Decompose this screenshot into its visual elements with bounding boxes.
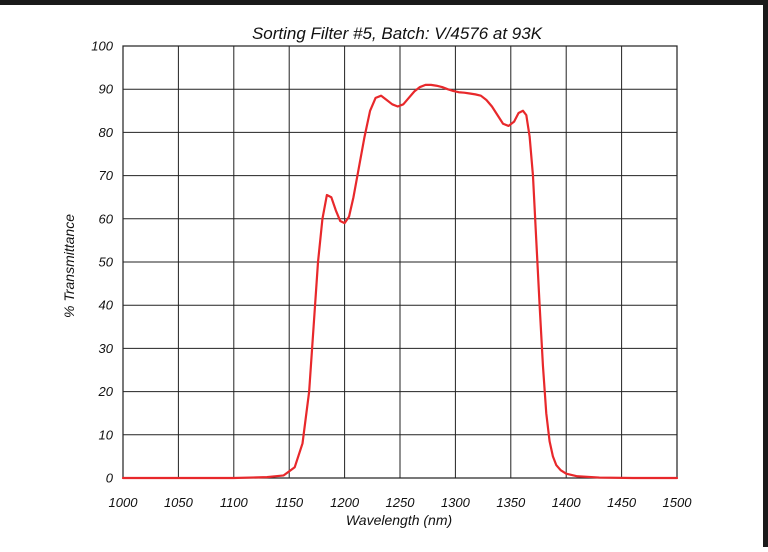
y-tick-label: 0 [106,471,114,486]
x-axis-label: Wavelength (nm) [346,512,452,528]
y-tick-label: 80 [99,125,114,140]
y-tick-labels: 0 10 20 30 40 50 60 70 80 90 100 [91,39,113,486]
x-tick-label: 1000 [109,495,139,510]
x-tick-label: 1300 [441,495,471,510]
y-tick-label: 10 [99,427,114,442]
y-tick-label: 40 [99,298,114,313]
chart-title: Sorting Filter #5, Batch: V/4576 at 93K [252,24,543,43]
y-axis-label: % Transmittance [61,214,77,318]
x-tick-label: 1400 [552,495,582,510]
x-tick-labels: 1000 1050 1100 1150 1200 1250 1300 1350 1400 1450… [109,495,693,510]
x-tick-label: 1100 [220,495,249,510]
x-tick-label: 1250 [386,495,416,510]
plot-series [121,83,679,480]
y-tick-label: 50 [99,255,114,270]
y-tick-label: 60 [99,211,114,226]
x-tick-label: 1350 [496,495,526,510]
x-tick-label: 1500 [663,495,693,510]
x-tick-label: 1450 [607,495,637,510]
x-tick-label: 1050 [164,495,194,510]
y-tick-label: 90 [99,82,114,97]
x-tick-label: 1150 [275,495,304,510]
right-border [763,0,768,547]
x-tick-label: 1200 [330,495,360,510]
transmittance-line [121,83,679,480]
y-tick-label: 30 [99,341,114,356]
y-tick-label: 20 [98,384,114,399]
y-tick-label: 70 [99,168,114,183]
grid-lines [122,45,678,479]
y-tick-label: 100 [91,39,113,54]
top-border [0,0,768,5]
